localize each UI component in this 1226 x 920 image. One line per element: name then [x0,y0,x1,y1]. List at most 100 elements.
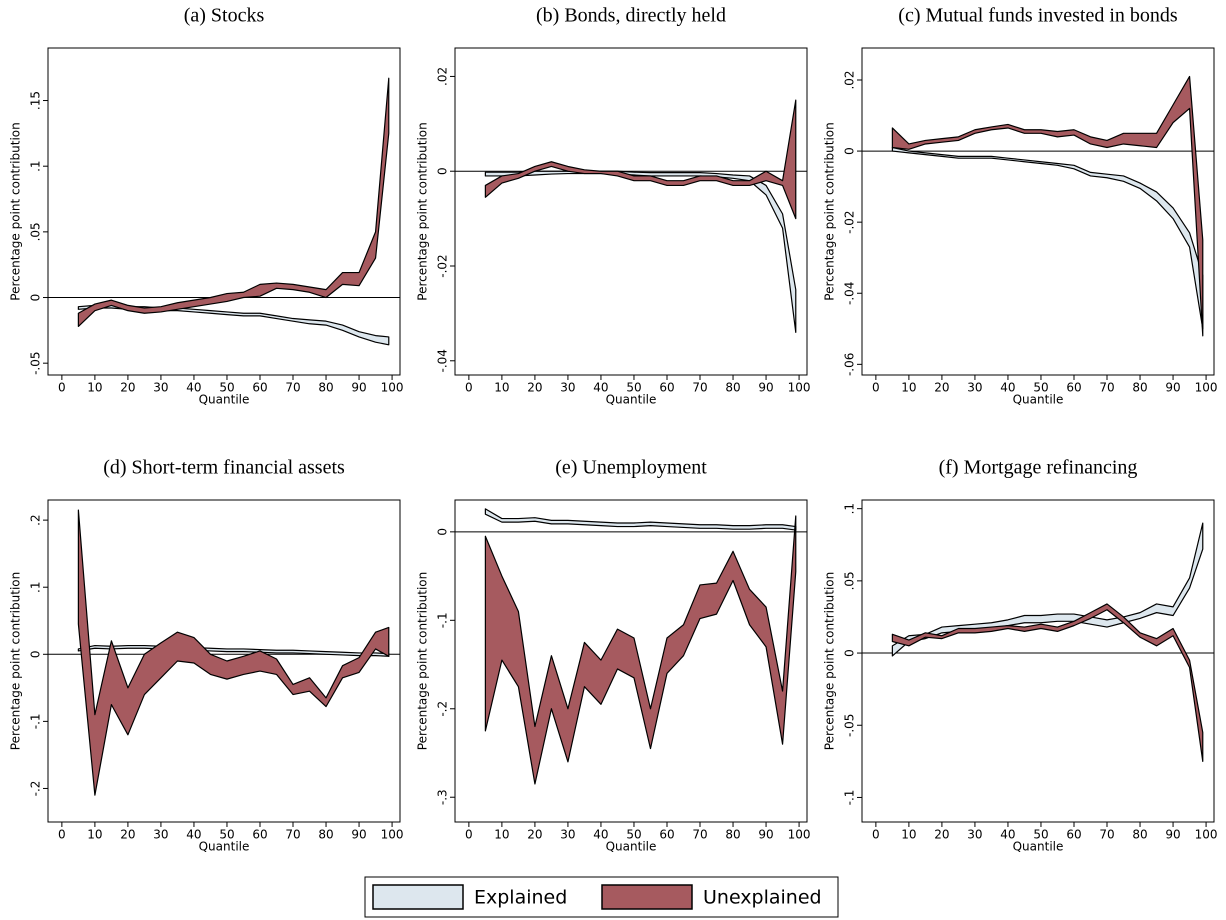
x-tick-label: 70 [1099,381,1114,395]
y-tick-label: .1 [29,160,43,171]
x-tick-label: 80 [1132,828,1147,842]
y-axis-label: Percentage point contribution [823,122,837,300]
x-tick-label: 20 [120,828,135,842]
band [484,99,797,220]
x-tick-label: 50 [1033,381,1048,395]
x-tick-label: 60 [659,381,674,395]
x-tick-label: 40 [593,828,608,842]
legend-swatch [601,884,693,910]
x-tick-label: 70 [285,828,300,842]
y-tick-label: -.04 [436,349,450,372]
plot-frame [454,47,808,376]
x-axis-label: Quantile [606,840,657,854]
y-tick-label: -.06 [843,353,857,376]
y-tick-label: -.3 [436,789,450,805]
x-tick-label: 30 [560,381,575,395]
panel-title: (c) Mutual funds invested in bonds [898,5,1178,27]
plot-frame [454,499,808,823]
x-tick-label: 50 [626,381,641,395]
x-tick-label: 100 [788,381,811,395]
plot-frame [47,47,401,376]
band [77,77,390,328]
x-tick-label: 80 [1132,381,1147,395]
plot-frame [861,499,1215,823]
legend-label: Unexplained [703,887,822,909]
x-axis-label: Quantile [199,393,250,407]
y-tick-label: -.1 [843,790,857,806]
x-tick-label: 20 [527,828,542,842]
panel-title: (f) Mortgage refinancing [939,457,1138,479]
y-tick-label: .15 [29,91,43,110]
y-tick-label: 0 [29,650,43,658]
y-tick-label: .02 [436,67,450,86]
x-axis-label: Quantile [606,393,657,407]
x-tick-label: 100 [381,381,404,395]
band [484,508,797,531]
y-tick-label: .2 [29,514,43,525]
x-tick-label: 40 [1000,828,1015,842]
x-tick-label: 10 [494,381,509,395]
x-tick-label: 10 [901,381,916,395]
panel-title: (b) Bonds, directly held [536,5,726,27]
x-tick-label: 100 [788,828,811,842]
x-tick-label: 60 [252,381,267,395]
x-tick-label: 0 [58,381,66,395]
x-tick-label: 70 [692,828,707,842]
x-tick-label: 50 [626,828,641,842]
x-tick-label: 90 [351,381,366,395]
x-tick-label: 40 [186,381,201,395]
x-tick-label: 40 [1000,381,1015,395]
x-tick-label: 90 [1165,381,1180,395]
x-axis-label: Quantile [1013,840,1064,854]
x-tick-label: 100 [1195,828,1218,842]
plot-frame [47,499,401,823]
x-tick-label: 10 [87,381,102,395]
y-axis-label: Percentage point contribution [416,122,430,300]
band [77,509,390,796]
x-tick-label: 60 [1066,828,1081,842]
x-axis-label: Quantile [1013,393,1064,407]
panel-title: (a) Stocks [184,5,265,27]
x-tick-label: 90 [1165,828,1180,842]
x-tick-label: 20 [934,381,949,395]
x-tick-label: 20 [527,381,542,395]
band [891,75,1204,337]
x-tick-label: 0 [872,381,880,395]
y-tick-label: -.05 [29,351,43,374]
x-tick-label: 40 [186,828,201,842]
y-tick-label: -.2 [29,781,43,797]
x-tick-label: 70 [1099,828,1114,842]
x-tick-label: 80 [318,828,333,842]
y-tick-label: 0 [843,147,857,155]
x-tick-label: 30 [967,381,982,395]
band [484,170,797,333]
y-tick-label: .05 [29,222,43,241]
x-tick-label: 20 [120,381,135,395]
y-tick-label: -.1 [29,713,43,729]
y-tick-label: -.04 [843,282,857,305]
panel-title: (d) Short-term financial assets [103,457,345,479]
y-tick-label: .05 [843,571,857,590]
y-tick-label: .02 [843,70,857,89]
x-tick-label: 60 [252,828,267,842]
band [77,304,390,346]
plot-frame [861,47,1215,376]
x-tick-label: 30 [560,828,575,842]
x-tick-label: 0 [465,381,473,395]
x-tick-label: 50 [219,828,234,842]
x-tick-label: 90 [758,381,773,395]
x-tick-label: 90 [351,828,366,842]
band [484,515,797,785]
x-tick-label: 60 [659,828,674,842]
x-tick-label: 30 [153,381,168,395]
x-axis-label: Quantile [199,840,250,854]
y-axis-label: Percentage point contribution [823,572,837,750]
y-tick-label: .1 [843,503,857,514]
y-axis-label: Percentage point contribution [416,572,430,750]
x-tick-label: 80 [725,381,740,395]
x-tick-label: 0 [58,828,66,842]
x-tick-label: 100 [381,828,404,842]
band [891,146,1204,330]
